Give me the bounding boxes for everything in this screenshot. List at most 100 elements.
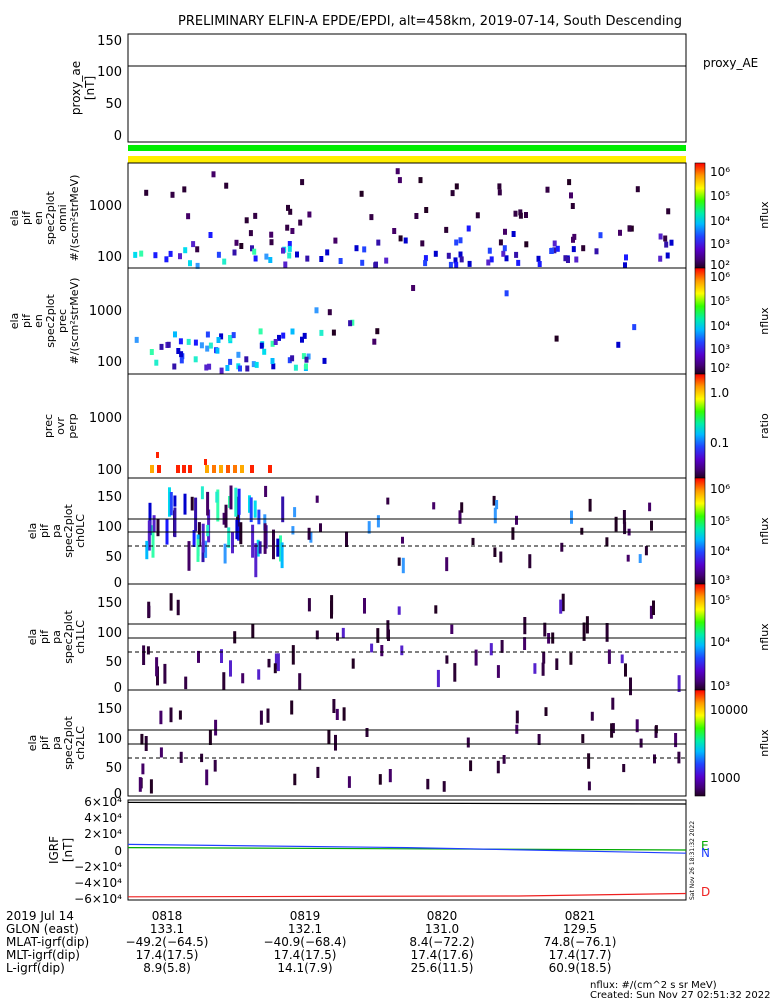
- ch0-cell: [256, 539, 260, 557]
- time-tick-0821: 0821: [565, 909, 596, 923]
- omni-cell: [398, 235, 403, 242]
- omni-cell: [475, 212, 480, 219]
- omni-cell: [222, 258, 227, 265]
- omni-cell: [569, 192, 573, 199]
- ch1-cell: [489, 643, 493, 656]
- omni-cell: [524, 212, 528, 218]
- ch1-cell: [336, 632, 339, 641]
- ch0-cell: [432, 502, 436, 510]
- prec-cell: [504, 290, 509, 297]
- cb-ch0-t1: 10⁵: [710, 514, 730, 528]
- omni-cell: [458, 251, 463, 258]
- ch1-cell: [147, 605, 151, 618]
- svg-text:ch0LC: ch0LC: [74, 514, 87, 548]
- omni-cell: [195, 246, 200, 253]
- ch2-cell: [327, 730, 331, 744]
- ch2-cell: [466, 737, 470, 748]
- ch1-cell: [585, 616, 589, 634]
- ch2-cell: [266, 708, 270, 723]
- ch0-cell: [257, 509, 261, 525]
- igrf-series-total: [127, 801, 687, 805]
- ch2-cell: [334, 734, 337, 751]
- omni-cell: [453, 257, 458, 264]
- colorbar-omni: 10⁶ 10⁵ 10⁴ 10³ 10² nflux: [694, 162, 771, 272]
- ch0-cell: [264, 485, 268, 497]
- ratio-cell: [240, 465, 244, 473]
- prec-cell: [238, 365, 242, 372]
- ch0-cell: [239, 522, 243, 545]
- svg-text:spec2plot: spec2plot: [44, 294, 57, 348]
- svg-text:en: en: [32, 211, 45, 225]
- proxy-ae-legend: proxy_AE: [703, 56, 758, 70]
- ch0-cell: [254, 543, 258, 578]
- ratio-cell: [188, 465, 192, 473]
- ch2-cell: [179, 751, 183, 763]
- omni-cell: [178, 253, 182, 260]
- omni-cell: [627, 225, 632, 232]
- omni-cell: [511, 231, 516, 237]
- omni-cell: [298, 219, 303, 226]
- ratio-cell: [226, 465, 230, 473]
- igrf-legend-e: E: [701, 839, 709, 853]
- igrf-lines: [127, 801, 687, 898]
- ch0-cell: [253, 500, 257, 518]
- ch1-cell: [559, 599, 563, 614]
- cb-ch1-t0: 10⁵: [710, 593, 730, 607]
- cb-prec-t0: 10⁶: [710, 270, 730, 284]
- omni-cell: [516, 259, 521, 266]
- ch2-cell: [635, 719, 639, 733]
- omni-cell: [288, 208, 293, 215]
- ch0-cell: [152, 515, 156, 532]
- ch0-cell: [204, 540, 208, 558]
- ch2-cell: [469, 760, 473, 772]
- omni-cell: [459, 256, 464, 263]
- cb-ratio-t1: 0.1: [710, 436, 729, 450]
- ch0-cell: [280, 542, 284, 569]
- omni-cell: [498, 239, 503, 246]
- ch1-cell: [273, 663, 277, 674]
- omni-cell: [287, 252, 292, 259]
- prec-cell: [236, 351, 241, 358]
- ch0-cell: [196, 539, 200, 562]
- prec-cell: [219, 333, 224, 340]
- time-axis: 2019 Jul 14 0818 0819 0820 0821 GLON (ea…: [6, 909, 616, 975]
- ch0-cell: [570, 510, 573, 524]
- prec-cell: [350, 319, 355, 326]
- ratio-cell: [204, 459, 207, 465]
- ch0-cell: [515, 515, 518, 525]
- igrf-legend-d: D: [701, 885, 710, 899]
- panel-ch0lc: 150 100 50 0 ela pif pa spec2plot ch0LC: [26, 477, 687, 591]
- omni-cell: [133, 251, 138, 258]
- omni-cell: [448, 261, 453, 268]
- ch2-cell: [159, 747, 163, 758]
- omni-cell: [264, 253, 269, 260]
- ch0-cell: [156, 519, 160, 537]
- svg-text:en: en: [32, 314, 45, 328]
- ch0-cell: [622, 510, 626, 524]
- ch0-cell: [223, 543, 227, 564]
- ch1-cell: [434, 605, 438, 614]
- ch1-cell: [523, 637, 527, 650]
- prec-cell: [293, 364, 298, 371]
- svg-text:ela: ela: [26, 523, 39, 540]
- ch2-ytick-150: 150: [97, 702, 122, 717]
- ch0-cell: [511, 527, 515, 540]
- omni-cell: [285, 224, 290, 231]
- prec-cell: [271, 363, 276, 370]
- omni-cell: [287, 241, 292, 247]
- omni-cells: [133, 168, 674, 269]
- ch1-cell: [267, 658, 271, 668]
- ratio-cell: [157, 465, 161, 473]
- ch1-cell: [257, 669, 261, 680]
- row-mlat-label: MLAT-igrf(dip): [6, 935, 89, 949]
- ch2-cell: [674, 733, 678, 748]
- ch2-cell: [205, 769, 209, 786]
- omni-cell: [504, 255, 509, 262]
- prec-cell: [205, 331, 210, 338]
- proxy-ae-ytick-0: 0: [114, 129, 122, 144]
- ch2-ytick-100: 100: [97, 732, 122, 747]
- ch1-cell: [500, 640, 504, 653]
- prec-cell: [205, 345, 210, 352]
- panel-ch1lc: 150 100 50 0 ela pif pa spec2plot ch1LC: [26, 583, 687, 696]
- ch1-cell: [620, 654, 624, 664]
